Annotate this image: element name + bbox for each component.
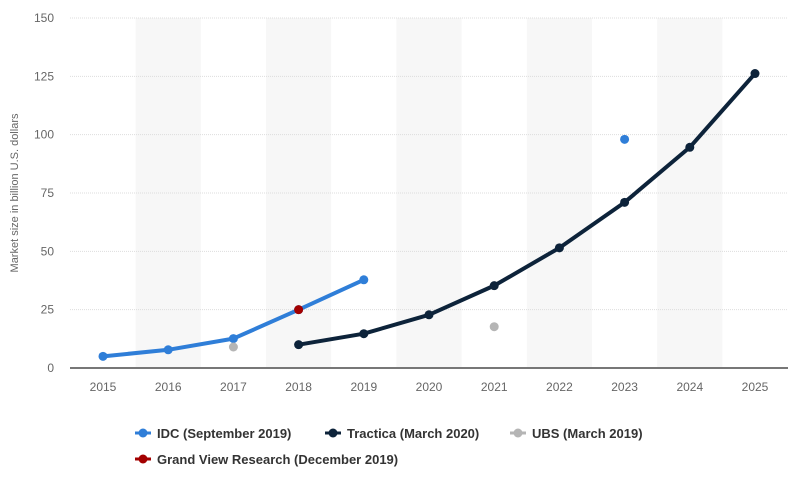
x-tick-label: 2019 xyxy=(350,380,377,394)
series-line xyxy=(298,72,757,347)
data-point xyxy=(98,351,108,361)
y-tick-label: 125 xyxy=(34,69,54,83)
y-tick-label: 150 xyxy=(34,11,54,25)
data-point xyxy=(489,322,499,332)
legend-label: IDC (September 2019) xyxy=(157,426,291,441)
x-tick-label: 2022 xyxy=(546,380,573,394)
x-tick-label: 2015 xyxy=(90,380,117,394)
legend-symbol-marker xyxy=(138,428,148,438)
data-point xyxy=(359,329,369,339)
legend-symbol-marker xyxy=(328,428,338,438)
data-point xyxy=(554,243,564,253)
y-tick-label: 75 xyxy=(41,186,55,200)
x-tick-label: 2024 xyxy=(676,380,703,394)
data-point xyxy=(359,275,369,285)
y-axis-label: Market size in billion U.S. dollars xyxy=(9,113,21,272)
x-tick-label: 2020 xyxy=(416,380,443,394)
y-tick-label: 25 xyxy=(41,303,55,317)
column-band xyxy=(526,18,592,368)
x-tick-label: 2021 xyxy=(481,380,508,394)
legend-label: Grand View Research (December 2019) xyxy=(157,452,398,467)
data-point xyxy=(489,281,499,291)
data-point xyxy=(424,310,434,320)
data-point xyxy=(750,69,760,79)
legend-label: UBS (March 2019) xyxy=(532,426,643,441)
legend-symbol-marker xyxy=(513,428,523,438)
x-tick-label: 2018 xyxy=(285,380,312,394)
y-tick-label: 0 xyxy=(47,361,54,375)
data-point xyxy=(620,134,630,144)
data-point xyxy=(294,305,304,315)
y-tick-label: 50 xyxy=(41,244,55,258)
x-tick-label: 2023 xyxy=(611,380,638,394)
data-point xyxy=(228,334,238,344)
x-tick-label: 2017 xyxy=(220,380,247,394)
data-point xyxy=(620,197,630,207)
data-point xyxy=(685,142,695,152)
data-point xyxy=(294,340,304,350)
data-point xyxy=(163,345,173,355)
legend-symbol-marker xyxy=(138,454,148,464)
data-point xyxy=(228,342,238,352)
x-tick-label: 2016 xyxy=(155,380,182,394)
legend-label: Tractica (March 2020) xyxy=(347,426,479,441)
x-tick-label: 2025 xyxy=(742,380,769,394)
y-tick-label: 100 xyxy=(34,128,54,142)
